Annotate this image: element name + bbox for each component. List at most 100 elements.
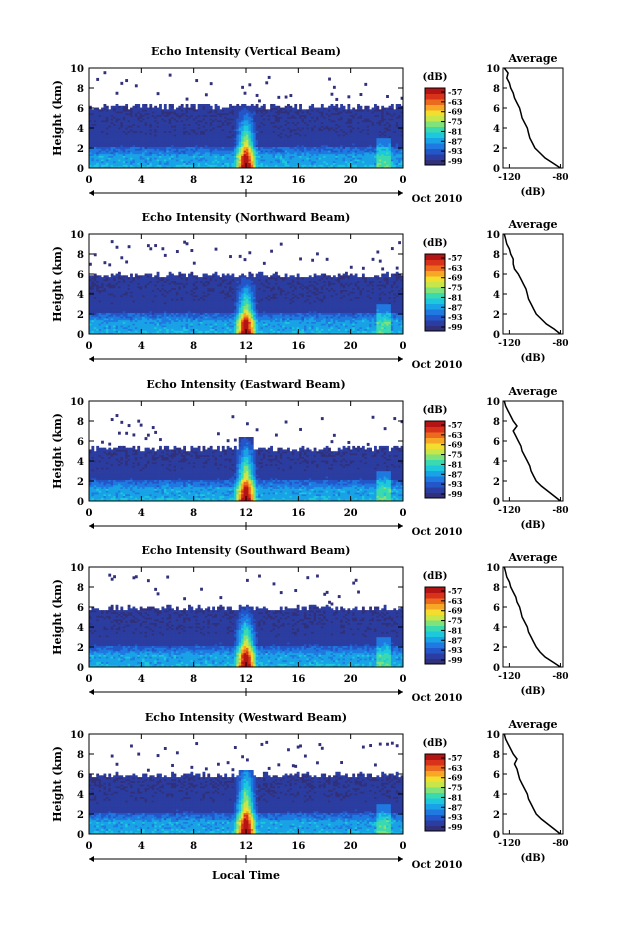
heatmap-cell — [337, 121, 341, 124]
heatmap-cell — [105, 152, 109, 155]
heatmap-cell — [219, 144, 223, 148]
heatmap-cell — [340, 137, 344, 140]
heatmap-cell — [173, 132, 177, 135]
heatmap-cell — [185, 134, 189, 137]
heatmap-cell — [101, 155, 104, 158]
heatmap-cell — [108, 284, 112, 287]
heatmap-cell — [241, 125, 244, 128]
heatmap-cell — [287, 157, 290, 160]
heatmap-cell — [398, 130, 401, 133]
colorbar-tick-label: -75 — [448, 117, 462, 127]
heatmap-cell — [217, 123, 220, 126]
heatmap-cell — [258, 162, 261, 165]
heatmap-cell — [180, 148, 184, 151]
heatmap-cell — [340, 134, 344, 137]
profile-frame — [502, 67, 564, 169]
heatmap-cell — [117, 125, 121, 128]
heatmap-cell — [113, 127, 116, 130]
heatmap-cell — [255, 128, 259, 132]
heatmap-cell — [214, 148, 218, 151]
heatmap-cell — [110, 294, 114, 298]
heatmap-cell — [238, 153, 242, 156]
heatmap-cell — [287, 134, 290, 137]
heatmap-cell — [395, 104, 399, 107]
heatmap-cell — [294, 157, 298, 160]
heatmap-cell — [202, 157, 206, 160]
heatmap-cell — [393, 128, 397, 132]
heatmap-cell — [320, 139, 324, 142]
panel-0: Echo Intensity (Vertical Beam)0246810Hei… — [51, 45, 569, 205]
heatmap-cell — [383, 123, 387, 126]
heatmap-cell — [267, 141, 271, 144]
heatmap-cell — [127, 146, 131, 149]
heatmap-cell — [318, 155, 322, 158]
heatmap-cell — [190, 148, 194, 151]
heatmap-cell — [214, 123, 218, 126]
heatmap-cell — [294, 155, 298, 158]
heatmap-cell — [130, 136, 133, 139]
heatmap-cell — [190, 116, 194, 119]
heatmap-cell — [262, 134, 266, 137]
heatmap-cell — [398, 111, 401, 114]
heatmap-cell — [323, 109, 327, 112]
heatmap-cell — [258, 125, 261, 128]
heatmap-cell — [139, 137, 143, 140]
heatmap-cell — [284, 134, 288, 137]
heatmap-cell — [265, 164, 269, 167]
heatmap-cell — [282, 160, 286, 164]
heatmap-cell — [98, 330, 102, 333]
heatmap-cell — [146, 157, 150, 160]
heatmap-cell — [221, 114, 225, 117]
heatmap-cell — [354, 111, 358, 114]
heatmap-cell — [93, 139, 97, 142]
heatmap-cell — [287, 120, 290, 123]
date-label: Oct 2010 — [412, 194, 463, 205]
heatmap-cell — [219, 159, 223, 162]
heatmap-cell — [236, 128, 240, 132]
heatmap-cell — [386, 116, 389, 119]
heatmap-cell — [316, 164, 319, 167]
heatmap-cell — [229, 141, 232, 144]
heatmap-cell — [159, 120, 162, 123]
heatmap-cell — [115, 166, 119, 169]
heatmap-cell — [204, 112, 208, 116]
heatmap-cell — [258, 143, 261, 146]
heatmap-cell — [371, 107, 375, 110]
heatmap-cell — [296, 139, 300, 142]
heatmap-cell — [108, 150, 112, 153]
heatmap-cell — [374, 127, 377, 130]
heatmap-cell — [393, 143, 397, 146]
heatmap-cell — [219, 125, 223, 128]
heatmap-cell — [294, 143, 298, 146]
heatmap-cell — [233, 159, 237, 162]
heatmap-cell — [306, 136, 310, 139]
heatmap-cell — [105, 302, 109, 305]
heatmap-cell — [120, 118, 124, 121]
heatmap-cell — [255, 112, 259, 116]
heatmap-cell — [383, 162, 387, 165]
heatmap-cell — [296, 127, 300, 130]
heatmap-cell — [202, 139, 206, 142]
heatmap-cell — [274, 148, 278, 151]
heatmap-cell — [347, 144, 351, 148]
heatmap-cell — [284, 128, 288, 132]
heatmap-cell — [192, 104, 196, 107]
heatmap-cell — [117, 130, 121, 133]
heatmap-cell — [113, 121, 116, 124]
heatmap-cell — [200, 132, 203, 135]
heatmap-cell — [183, 157, 187, 160]
heatmap-cell — [110, 118, 114, 121]
heatmap-cell — [357, 121, 360, 124]
heatmap-cell — [400, 162, 404, 165]
heatmap-cell — [279, 164, 283, 167]
heatmap-cell — [105, 319, 109, 322]
heatmap-cell — [217, 155, 220, 158]
heatmap-cell — [204, 162, 208, 165]
heatmap-cell — [258, 123, 261, 126]
heatmap-cell — [159, 148, 162, 151]
heatmap-cell — [214, 150, 218, 153]
heatmap-cell — [301, 139, 305, 142]
heatmap-cell — [369, 112, 372, 116]
heatmap-cell — [345, 159, 348, 162]
heatmap-cell — [265, 144, 269, 148]
